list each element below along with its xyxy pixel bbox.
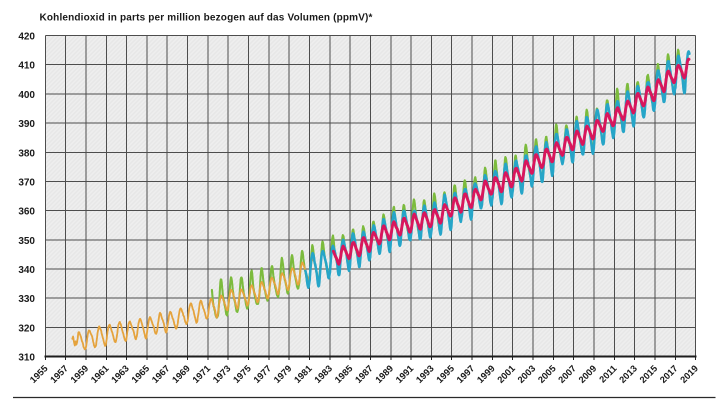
svg-text:1991: 1991 [394, 363, 416, 385]
svg-text:2001: 2001 [495, 363, 517, 385]
svg-text:2019: 2019 [678, 363, 700, 385]
svg-text:1993: 1993 [414, 363, 436, 385]
svg-text:1997: 1997 [455, 363, 477, 385]
svg-text:340: 340 [18, 265, 35, 276]
svg-text:2017: 2017 [658, 363, 680, 385]
svg-text:1973: 1973 [211, 363, 233, 385]
svg-text:2003: 2003 [516, 363, 538, 385]
svg-text:320: 320 [18, 323, 35, 334]
svg-text:410: 410 [18, 61, 35, 72]
svg-text:1963: 1963 [109, 363, 131, 385]
svg-text:2009: 2009 [577, 363, 599, 385]
svg-text:310: 310 [18, 353, 35, 364]
svg-text:1989: 1989 [373, 363, 395, 385]
svg-text:400: 400 [18, 90, 35, 101]
svg-text:2005: 2005 [536, 363, 558, 385]
svg-text:370: 370 [18, 177, 35, 188]
svg-text:330: 330 [18, 294, 35, 305]
svg-text:1979: 1979 [272, 363, 294, 385]
svg-text:1959: 1959 [69, 363, 91, 385]
svg-text:1983: 1983 [313, 363, 335, 385]
svg-text:2011: 2011 [597, 363, 618, 384]
svg-text:1969: 1969 [170, 363, 192, 385]
svg-text:1965: 1965 [130, 363, 152, 385]
svg-text:360: 360 [18, 207, 35, 218]
svg-text:2007: 2007 [556, 363, 578, 385]
svg-text:2013: 2013 [617, 363, 639, 385]
svg-text:Kohlendioxid in parts per mill: Kohlendioxid in parts per million bezoge… [40, 13, 373, 24]
svg-text:1977: 1977 [252, 363, 274, 385]
svg-text:1999: 1999 [475, 363, 497, 385]
svg-text:2015: 2015 [638, 363, 660, 385]
svg-text:1981: 1981 [292, 363, 314, 385]
svg-text:1961: 1961 [89, 363, 111, 385]
svg-text:380: 380 [18, 148, 35, 159]
svg-text:1995: 1995 [434, 363, 456, 385]
svg-text:420: 420 [18, 32, 35, 43]
svg-text:1957: 1957 [48, 363, 70, 385]
svg-text:1987: 1987 [353, 363, 375, 385]
svg-text:390: 390 [18, 119, 35, 130]
svg-text:1955: 1955 [28, 363, 50, 385]
svg-text:1967: 1967 [150, 363, 172, 385]
svg-text:350: 350 [18, 236, 35, 247]
svg-text:1971: 1971 [191, 363, 213, 385]
svg-text:1975: 1975 [231, 363, 253, 385]
svg-text:1985: 1985 [333, 363, 355, 385]
